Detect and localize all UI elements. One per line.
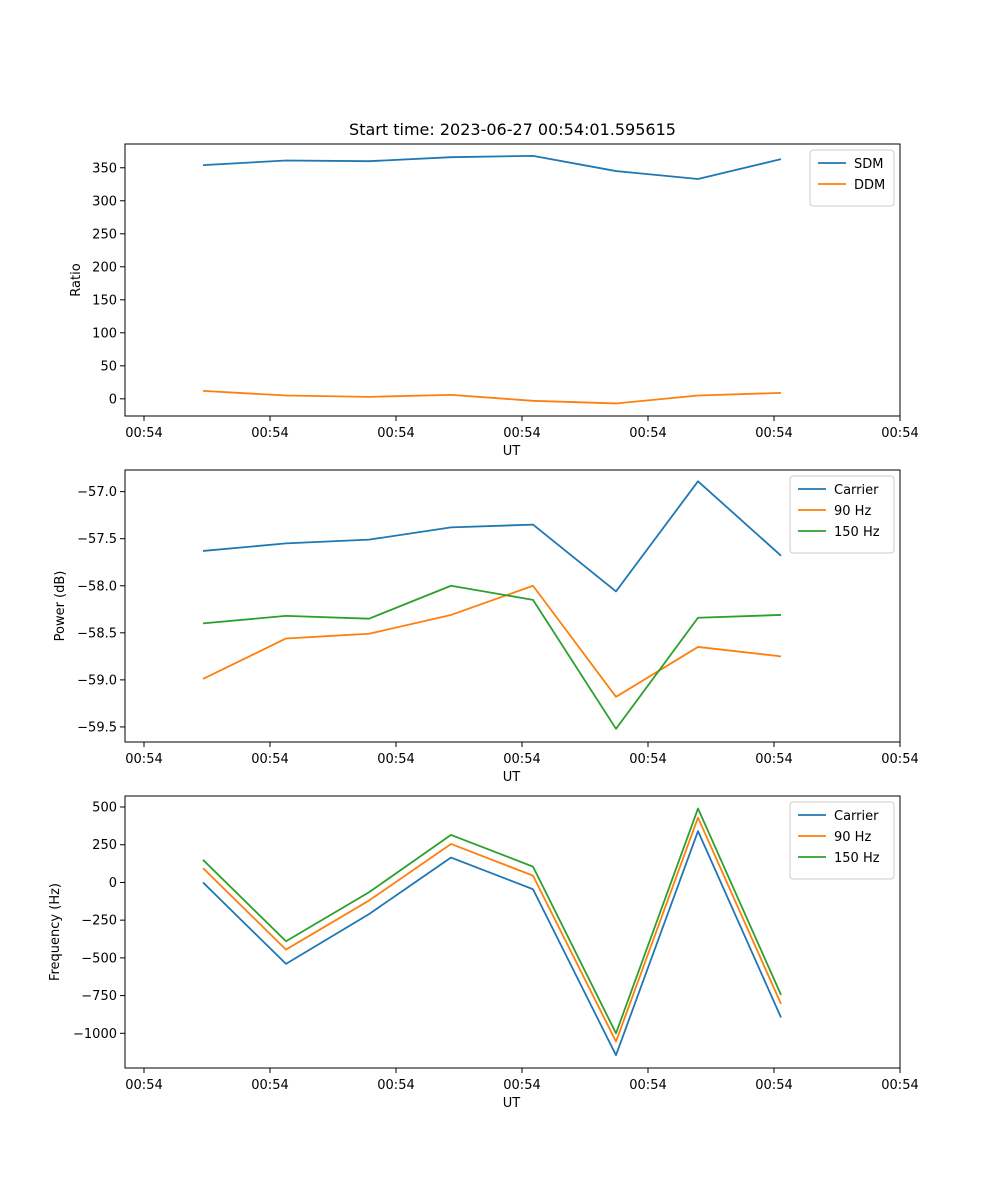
legend-entry: Carrier xyxy=(834,483,879,498)
series-line-carrier xyxy=(202,480,782,593)
series-line-ddm xyxy=(202,390,782,405)
legend-entry: 90 Hz xyxy=(834,504,871,519)
series-line-150-hz xyxy=(202,584,782,730)
series-line-150-hz xyxy=(202,807,782,1035)
legend-entry: 90 Hz xyxy=(834,830,871,845)
y-tick-label: 0 xyxy=(109,392,117,407)
y-tick-label: 500 xyxy=(92,801,117,816)
y-tick-label: −57.0 xyxy=(77,485,117,500)
y-tick-label: −57.5 xyxy=(77,532,117,547)
x-tick-label: 00:54 xyxy=(503,426,540,441)
series-line-sdm xyxy=(202,154,782,180)
y-tick-label: −750 xyxy=(81,989,117,1004)
chart-panel-1: Start time: 2023-06-27 00:54:01.59561500… xyxy=(69,120,919,459)
x-tick-label: 00:54 xyxy=(881,1078,918,1093)
y-tick-label: −58.5 xyxy=(77,626,117,641)
chart-panel-2: 00:54 00:54 00:54 00:54 00:54 00:54 00:54 UT −59… xyxy=(53,469,919,785)
y-tick-label: −59.0 xyxy=(77,673,117,688)
x-tick-label: 00:54 xyxy=(125,1078,162,1093)
plot-frame xyxy=(124,469,901,743)
plot-frame xyxy=(124,795,901,1069)
y-axis-label: Power (dB) xyxy=(53,571,68,642)
x-tick-label: 00:54 xyxy=(377,752,414,767)
x-tick-label: 00:54 xyxy=(755,426,792,441)
chart-panel-3: 00:54 00:54 00:54 00:54 00:54 00:54 00:54 UT −10… xyxy=(48,795,919,1111)
x-tick-label: 00:54 xyxy=(755,1078,792,1093)
legend: SDM DDM xyxy=(809,149,895,207)
y-tick-label: 0 xyxy=(109,876,117,891)
x-tick-label: 00:54 xyxy=(251,752,288,767)
legend-entry: Carrier xyxy=(834,809,879,824)
x-tick-label: 00:54 xyxy=(125,426,162,441)
plot-frame xyxy=(124,143,901,417)
chart-title: Start time: 2023-06-27 00:54:01.595615 xyxy=(349,120,676,139)
x-tick-label: 00:54 xyxy=(251,426,288,441)
y-tick-label: 200 xyxy=(92,260,117,275)
legend-box xyxy=(789,475,895,554)
y-tick-label: 150 xyxy=(92,293,117,308)
y-axis-label: Frequency (Hz) xyxy=(48,883,63,981)
series-line-90-hz xyxy=(202,584,782,698)
x-tick-label: 00:54 xyxy=(881,752,918,767)
series-line-90-hz xyxy=(202,816,782,1043)
x-tick-label: 00:54 xyxy=(503,752,540,767)
y-axis-label: Ratio xyxy=(69,263,84,296)
series-line-carrier xyxy=(202,830,782,1057)
y-tick-label: 250 xyxy=(92,838,117,853)
legend-entry: DDM xyxy=(854,178,885,193)
legend: Carrier 90 Hz 150 Hz xyxy=(789,801,895,880)
y-tick-label: 250 xyxy=(92,227,117,242)
legend-entry: SDM xyxy=(854,157,883,172)
y-tick-label: −1000 xyxy=(73,1027,117,1042)
legend-box xyxy=(809,149,895,207)
x-axis-label: UT xyxy=(503,770,521,785)
x-tick-label: 00:54 xyxy=(377,426,414,441)
y-tick-label: 350 xyxy=(92,161,117,176)
x-axis-label: UT xyxy=(503,1096,521,1111)
x-tick-label: 00:54 xyxy=(755,752,792,767)
legend: Carrier 90 Hz 150 Hz xyxy=(789,475,895,554)
x-tick-label: 00:54 xyxy=(251,1078,288,1093)
x-tick-label: 00:54 xyxy=(377,1078,414,1093)
legend-entry: 150 Hz xyxy=(834,525,880,540)
y-tick-label: −58.0 xyxy=(77,579,117,594)
x-tick-label: 00:54 xyxy=(629,752,666,767)
x-tick-label: 00:54 xyxy=(503,1078,540,1093)
legend-entry: 150 Hz xyxy=(834,851,880,866)
x-tick-label: 00:54 xyxy=(629,1078,666,1093)
legend-box xyxy=(789,801,895,880)
x-tick-label: 00:54 xyxy=(125,752,162,767)
y-tick-label: −500 xyxy=(81,951,117,966)
y-tick-label: 100 xyxy=(92,326,117,341)
y-tick-label: −59.5 xyxy=(77,720,117,735)
y-tick-label: 50 xyxy=(100,359,117,374)
y-tick-label: 300 xyxy=(92,194,117,209)
x-tick-label: 00:54 xyxy=(629,426,666,441)
x-axis-label: UT xyxy=(503,444,521,459)
x-tick-label: 00:54 xyxy=(881,426,918,441)
y-tick-label: −250 xyxy=(81,914,117,929)
